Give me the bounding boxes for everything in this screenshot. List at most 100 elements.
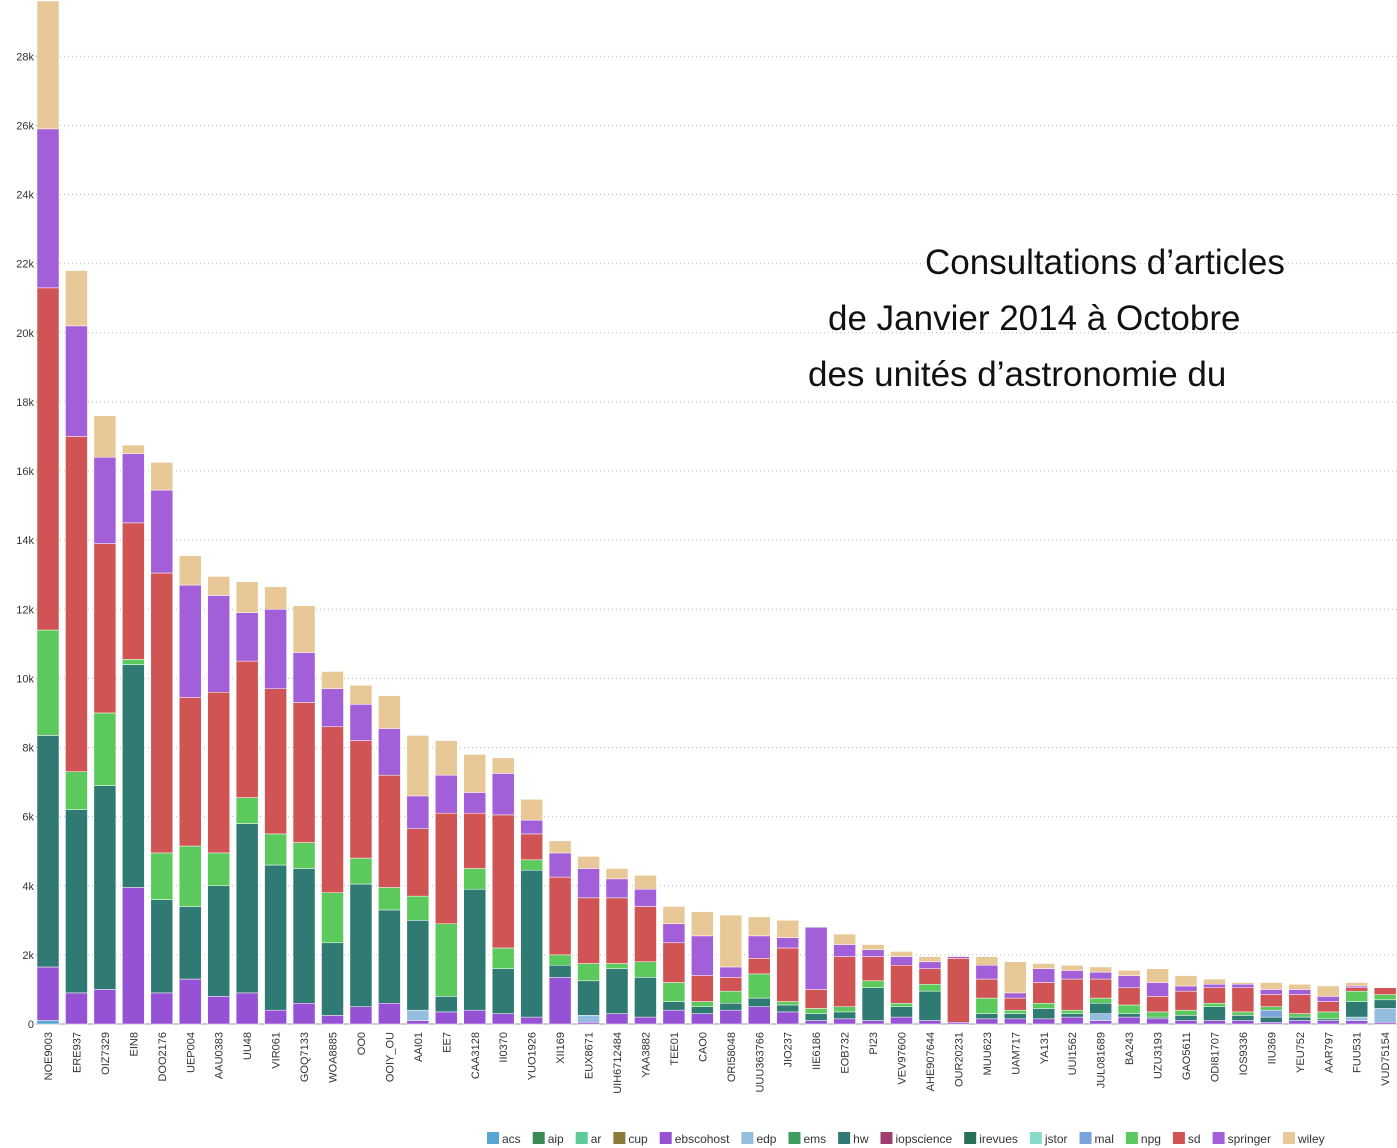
bar-segment — [463, 754, 486, 793]
x-tick-label: CAA3128 — [470, 1032, 482, 1079]
bar-segment — [1089, 997, 1112, 1004]
bar-segment — [947, 1022, 970, 1025]
bar-segment — [577, 980, 600, 1016]
bar-segment — [264, 864, 287, 1011]
bar-segment — [491, 814, 515, 949]
bar-segment — [1174, 975, 1198, 987]
bar-segment — [179, 697, 202, 847]
bar-segment — [605, 878, 629, 899]
bar-segment — [150, 572, 174, 854]
legend-swatch — [487, 1132, 499, 1144]
legend-swatch — [1125, 1132, 1138, 1144]
bar-segment — [548, 954, 572, 966]
bar-segment — [321, 1015, 344, 1025]
bar-segment — [349, 740, 373, 859]
y-tick-label: 20k — [16, 328, 34, 340]
legend-label: acs — [502, 1132, 521, 1146]
legend-label: wiley — [1297, 1132, 1325, 1146]
bar-segment — [1231, 1011, 1255, 1016]
bar-segment — [406, 735, 430, 797]
bar-segment — [1004, 961, 1027, 994]
y-tick-label: 22k — [16, 259, 34, 271]
bar-segment — [1032, 963, 1055, 969]
bar-segment — [207, 885, 230, 997]
bar-segment — [463, 812, 486, 869]
bar-segment — [435, 923, 458, 997]
legend-swatch — [575, 1132, 588, 1144]
bar-segment — [1004, 1009, 1027, 1014]
bar-segment — [890, 1003, 913, 1007]
bar-segment — [264, 688, 287, 835]
bar-segment — [1174, 990, 1198, 1011]
bar-segment — [890, 1006, 913, 1018]
chart-title: Consultations d’articles — [925, 243, 1285, 282]
bar-segment — [1203, 987, 1226, 1004]
bar-segment — [150, 852, 174, 900]
bar-segment — [861, 987, 885, 1021]
x-tick-label: II0370 — [498, 1032, 510, 1063]
bar-segment — [406, 795, 430, 829]
bar-segment — [435, 996, 458, 1013]
bar-segment — [748, 1006, 771, 1025]
bar-segment — [463, 1009, 486, 1025]
bar-segment — [93, 543, 117, 714]
bar-segment — [861, 980, 885, 988]
x-tick-label: CAO0 — [697, 1032, 709, 1062]
bar-segment — [605, 897, 629, 964]
legend-swatch — [838, 1132, 851, 1144]
bar-segment — [122, 444, 145, 454]
bar-segment — [93, 989, 117, 1025]
bar-segment — [1288, 1013, 1312, 1018]
bar-segment — [748, 935, 771, 959]
bar-segment — [1288, 1016, 1312, 1021]
bar-segment — [1117, 1004, 1141, 1014]
bar-segment — [235, 660, 259, 798]
legend-swatch — [659, 1132, 672, 1144]
x-tick-label: YAA3882 — [640, 1032, 652, 1078]
bar-segment — [833, 1018, 856, 1025]
bar-segment — [1288, 1020, 1312, 1025]
legend-label: aip — [548, 1132, 564, 1146]
bar-segment — [520, 819, 543, 835]
bar-segment — [634, 977, 657, 1018]
bar-segment — [776, 1004, 799, 1013]
bar-segment — [804, 1008, 828, 1014]
bar-segment — [748, 958, 771, 975]
bar-segment — [491, 968, 515, 1014]
bar-segment — [1004, 992, 1027, 999]
legend-swatch — [741, 1132, 754, 1144]
bar-segment — [719, 966, 743, 978]
bar-segment — [264, 1009, 287, 1025]
bar-segment — [520, 859, 543, 871]
bar-segment — [1203, 984, 1226, 988]
bar-segment — [491, 1013, 515, 1025]
bar-segment — [36, 128, 60, 289]
x-tick-label: EIN8 — [128, 1032, 140, 1056]
bar-segment — [65, 436, 88, 772]
bar-segment — [264, 609, 287, 690]
bar-segment — [1004, 997, 1027, 1011]
legend-swatch — [532, 1132, 545, 1144]
x-tick-label: PI23 — [868, 1032, 880, 1055]
x-tick-label: AAI01 — [413, 1032, 425, 1062]
legend-label: hw — [853, 1132, 869, 1146]
bar-segment — [1288, 994, 1312, 1014]
bar-segment — [207, 996, 230, 1025]
bar-segment — [1231, 1020, 1255, 1025]
y-tick-label: 18k — [16, 397, 34, 409]
bar-segment — [662, 942, 686, 983]
bar-segment — [1231, 984, 1255, 988]
bar-segment — [235, 992, 259, 1025]
bar-segment — [93, 785, 117, 990]
bar-segment — [1317, 996, 1340, 1002]
bar-segment — [634, 1016, 657, 1025]
y-tick-label: 16k — [16, 466, 34, 478]
bar-segment — [1089, 1003, 1112, 1014]
bar-segment — [235, 797, 259, 824]
bar-segment — [1032, 1003, 1055, 1009]
x-tick-label: AHE907644 — [925, 1032, 937, 1091]
y-tick-label: 10k — [16, 673, 34, 685]
bar-segment — [1373, 999, 1397, 1009]
legend-label: jstor — [1044, 1132, 1068, 1146]
bar-segment — [1203, 1020, 1226, 1025]
